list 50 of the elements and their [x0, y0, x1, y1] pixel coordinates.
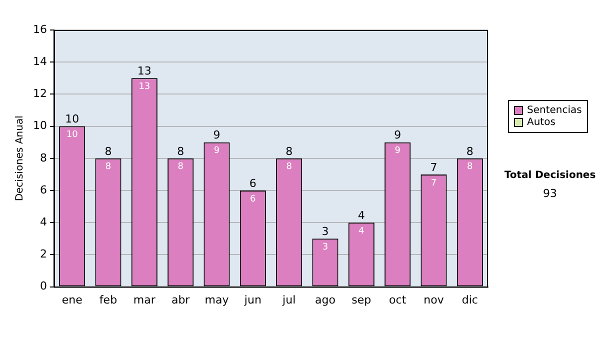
data-label: 3: [322, 242, 328, 252]
legend-label: Autos: [527, 117, 556, 128]
x-tick-label: ene: [62, 293, 83, 306]
y-tick-label: 4: [40, 215, 47, 228]
x-tick-label: abr: [171, 293, 190, 306]
legend-label: Sentencias: [527, 105, 582, 116]
text: 93: [542, 187, 558, 200]
x-tick-label: ago: [315, 293, 336, 306]
data-label: 8: [178, 162, 184, 172]
data-label: 8: [286, 162, 292, 172]
total-label: 8: [286, 144, 293, 158]
x-tick-label: may: [204, 293, 230, 306]
data-label: 8: [467, 162, 474, 172]
total-label: 3: [322, 225, 329, 238]
x-tick-label: oct: [389, 293, 407, 306]
data-label: 6: [250, 194, 256, 204]
data-label: 13: [138, 82, 150, 92]
y-tick-label: 2: [40, 248, 47, 261]
data-label: 10: [66, 130, 78, 140]
total-label: 13: [137, 64, 152, 78]
data-label: 9: [214, 146, 220, 156]
y-tick-label: 10: [32, 119, 47, 132]
total-label: 8: [466, 144, 474, 158]
total-label: 8: [177, 144, 184, 158]
y-tick-label: 16: [32, 22, 47, 36]
y-tick-label: 14: [32, 54, 47, 68]
x-tick-label: sep: [352, 293, 372, 306]
total-label: 4: [358, 208, 365, 222]
total-label: 6: [249, 176, 256, 190]
x-tick-label: mar: [133, 293, 156, 306]
data-label: 8: [105, 162, 112, 172]
total-label: 8: [104, 144, 112, 158]
x-tick-label: nov: [424, 293, 444, 306]
y-tick-label: 8: [40, 151, 47, 164]
x-tick-label: dic: [462, 293, 478, 306]
total-label: 9: [213, 128, 220, 142]
y-tick-label: 0: [40, 280, 47, 293]
total-label: 10: [65, 112, 80, 126]
data-label: 4: [358, 226, 365, 236]
text: Total Decisiones: [503, 170, 597, 181]
x-tick-label: jul: [282, 293, 296, 306]
total-label: 7: [430, 160, 438, 174]
data-label: 9: [394, 146, 401, 156]
y-tick-label: 6: [40, 183, 47, 196]
y-tick-label: 12: [32, 87, 47, 100]
x-tick-label: feb: [99, 293, 118, 306]
y-axis-title: Decisiones Anual: [14, 116, 26, 202]
x-tick-label: jun: [243, 293, 262, 306]
total-label: 9: [394, 128, 402, 142]
data-label: 7: [430, 178, 437, 188]
